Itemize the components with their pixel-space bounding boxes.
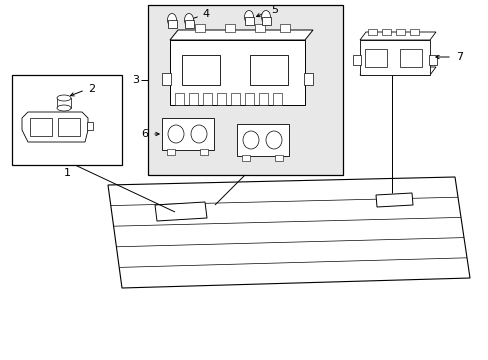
Bar bbox=[304, 73, 312, 85]
Bar bbox=[57, 98, 71, 108]
Polygon shape bbox=[170, 30, 312, 40]
Ellipse shape bbox=[244, 10, 253, 23]
Bar bbox=[12, 75, 122, 165]
Bar bbox=[262, 17, 270, 25]
Bar bbox=[409, 29, 418, 35]
Ellipse shape bbox=[57, 95, 71, 101]
Bar bbox=[148, 5, 342, 175]
Bar bbox=[242, 155, 249, 161]
Polygon shape bbox=[375, 193, 412, 207]
Bar bbox=[244, 93, 253, 105]
Bar bbox=[195, 24, 204, 32]
Text: 3: 3 bbox=[132, 75, 139, 85]
Polygon shape bbox=[155, 202, 206, 221]
Bar bbox=[352, 55, 360, 65]
Bar bbox=[182, 55, 220, 85]
Bar bbox=[254, 24, 264, 32]
Bar bbox=[167, 149, 175, 155]
Text: 7: 7 bbox=[455, 52, 463, 62]
Bar bbox=[200, 149, 207, 155]
Polygon shape bbox=[170, 40, 305, 105]
Polygon shape bbox=[359, 40, 429, 75]
Bar bbox=[168, 20, 177, 28]
Bar bbox=[87, 122, 93, 130]
Polygon shape bbox=[359, 32, 435, 40]
Ellipse shape bbox=[243, 131, 259, 149]
Text: 6: 6 bbox=[141, 129, 148, 139]
Polygon shape bbox=[359, 67, 435, 75]
Bar bbox=[274, 155, 283, 161]
Bar bbox=[237, 124, 288, 156]
Bar bbox=[395, 29, 404, 35]
Bar bbox=[249, 55, 287, 85]
Text: 1: 1 bbox=[63, 168, 70, 178]
Text: 4: 4 bbox=[202, 9, 209, 19]
Bar bbox=[162, 118, 214, 150]
Polygon shape bbox=[22, 112, 88, 142]
Bar bbox=[224, 24, 235, 32]
Bar bbox=[175, 93, 183, 105]
Ellipse shape bbox=[265, 131, 282, 149]
Bar bbox=[367, 29, 376, 35]
Bar bbox=[184, 20, 194, 28]
Bar bbox=[203, 93, 212, 105]
Bar bbox=[364, 49, 386, 67]
Bar bbox=[244, 17, 253, 25]
Bar bbox=[259, 93, 267, 105]
Bar bbox=[381, 29, 390, 35]
Bar bbox=[58, 118, 80, 136]
Bar bbox=[272, 93, 282, 105]
Ellipse shape bbox=[191, 125, 206, 143]
Bar bbox=[30, 118, 52, 136]
Ellipse shape bbox=[168, 125, 183, 143]
Ellipse shape bbox=[184, 14, 193, 27]
Bar bbox=[230, 93, 240, 105]
Bar bbox=[162, 73, 171, 85]
Text: 2: 2 bbox=[88, 84, 95, 94]
Ellipse shape bbox=[57, 105, 71, 111]
Bar bbox=[189, 93, 198, 105]
Ellipse shape bbox=[261, 10, 270, 23]
Bar bbox=[399, 49, 421, 67]
Bar bbox=[280, 24, 289, 32]
Text: 5: 5 bbox=[271, 5, 278, 15]
Polygon shape bbox=[108, 177, 469, 288]
Bar bbox=[217, 93, 225, 105]
Bar bbox=[428, 55, 436, 65]
Ellipse shape bbox=[167, 14, 176, 27]
